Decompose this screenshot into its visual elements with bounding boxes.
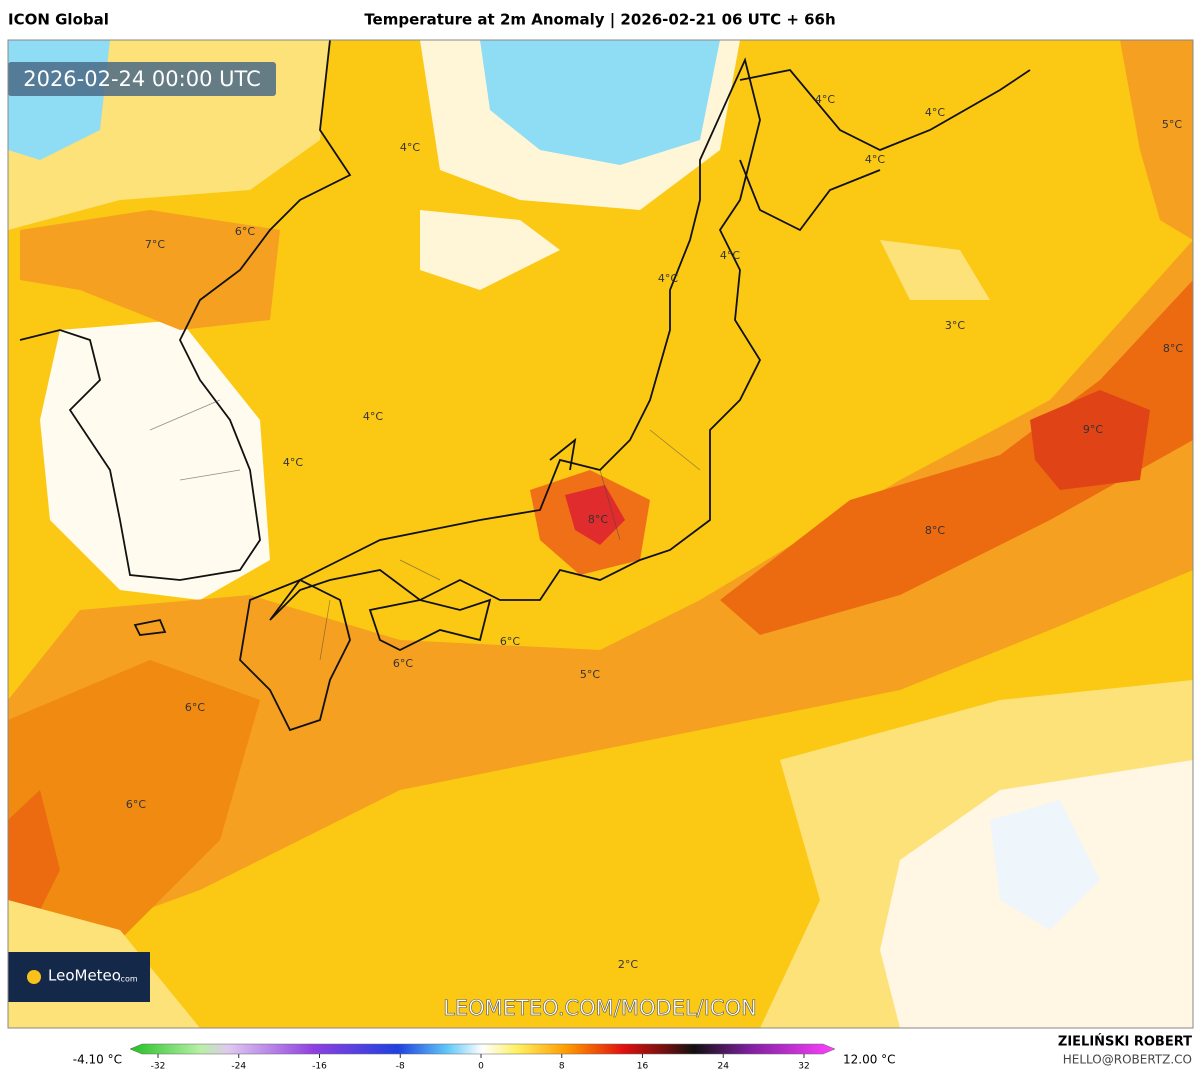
contour-label: 9°C [1083,423,1103,436]
colorbar-tick-label: -24 [231,1062,246,1072]
logo-sun [27,970,41,984]
colorbar-tick-label: 0 [478,1062,484,1072]
valid-time: 2026-02-24 00:00 UTC [23,67,261,91]
contour-label: 5°C [1162,118,1182,131]
logo-name: LeoMeteo [48,967,121,985]
contour-label: 4°C [283,456,303,469]
borders [149,399,701,661]
colorbar-tick-label: 8 [559,1062,565,1072]
contour-labels: 4°C 4°C 5°C 4°C 4°C 7°C 6°C 4°C 4°C 3°C 8°C 4°C 9°C 4… [126,93,1183,971]
contour-label: 7°C [145,238,165,251]
author: ZIELIŃSKI ROBERT [1058,1034,1192,1050]
contour-label: 6°C [235,225,255,238]
contour-label: 4°C [720,249,740,262]
colorbar-scale [129,1043,836,1055]
colorbar: -4.10 °C 12.00 °C -32 -24 -16 -8 0 8 16 24 32 [73,1043,896,1072]
watermark: LEOMETEO.COM/MODEL/ICON [443,996,757,1020]
contour-label: 6°C [126,798,146,811]
map: 4°C 4°C 5°C 4°C 4°C 7°C 6°C 4°C 4°C 3°C 8°C 4°C 9°C 4… [8,40,1193,1028]
colorbar-tick-label: -32 [151,1062,166,1072]
contour-label: 4°C [400,141,420,154]
contour-label: 3°C [945,319,965,332]
colorbar-tick-label: 24 [718,1062,730,1072]
contour-label: 6°C [185,701,205,714]
map-frame [7,39,1194,1029]
model-name: ICON Global [8,11,109,29]
coastlines [19,40,1031,732]
logo-suffix: .com [118,975,138,984]
colorbar-max: 12.00 °C [843,1053,896,1067]
map-title: Temperature at 2m Anomaly | 2026-02-21 0… [364,11,835,30]
contour-label: 4°C [815,93,835,106]
contour-label: 6°C [393,657,413,670]
contour-label: 4°C [363,410,383,423]
email: HELLO@ROBERTZ.CO [1063,1053,1192,1067]
contour-label: 6°C [500,635,520,648]
contour-label: 8°C [925,524,945,537]
contour-label: 5°C [580,668,600,681]
contour-label: 4°C [865,153,885,166]
contour-label: 4°C [925,106,945,119]
contour-label: 2°C [618,958,638,971]
colorbar-tick-label: 16 [637,1062,649,1072]
time-box [8,62,276,96]
contour-label: 4°C [658,272,678,285]
contour-label: 8°C [588,513,608,526]
contour-label: 8°C [1163,342,1183,355]
colorbar-tick-label: -8 [396,1062,405,1072]
colorbar-tick-label: 32 [798,1062,809,1072]
colorbar-tick-label: -16 [312,1062,327,1072]
colorbar-min: -4.10 °C [73,1053,122,1067]
